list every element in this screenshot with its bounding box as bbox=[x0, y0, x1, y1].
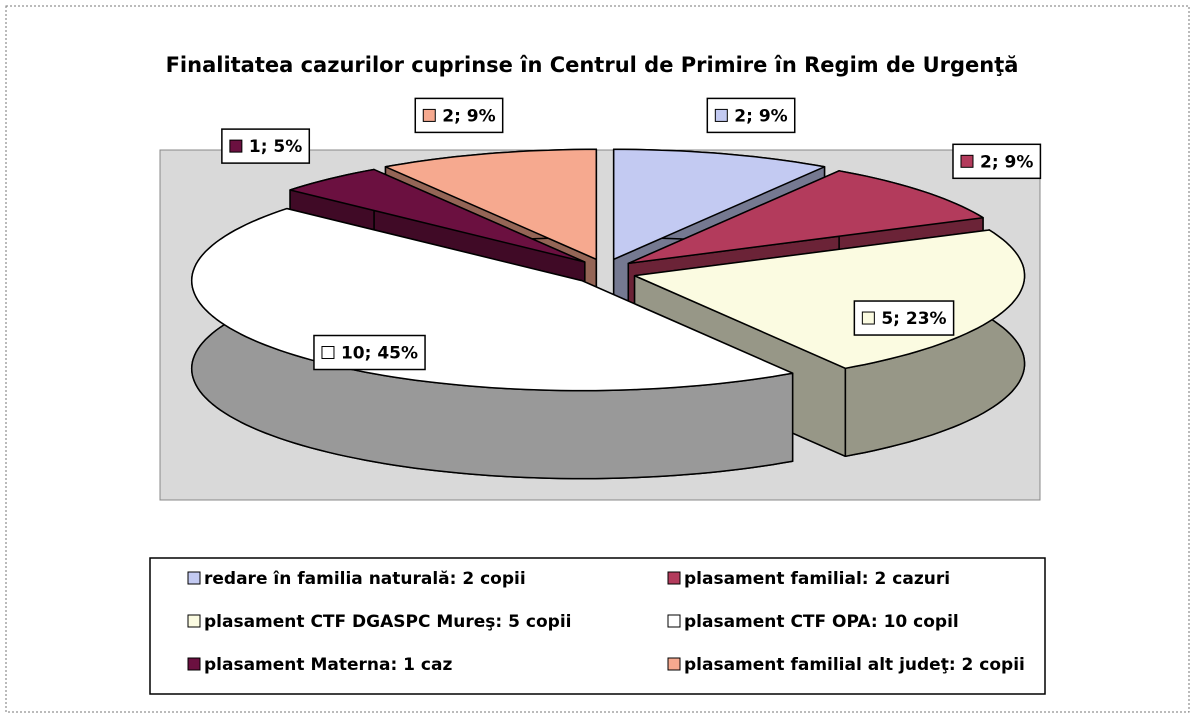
data-label: 5; 23% bbox=[853, 300, 955, 336]
legend-label: plasament familial: 2 cazuri bbox=[684, 569, 950, 589]
data-label-text: 10; 45% bbox=[341, 344, 418, 364]
data-label-swatch bbox=[422, 108, 436, 122]
data-label: 2; 9% bbox=[414, 97, 504, 134]
legend-swatch bbox=[187, 614, 201, 628]
legend-label: plasament familial alt judeţ: 2 copii bbox=[684, 655, 1025, 675]
data-label-swatch bbox=[861, 311, 875, 325]
data-label-text: 2; 9% bbox=[442, 106, 495, 126]
slice bbox=[612, 148, 826, 261]
data-label-swatch bbox=[714, 108, 728, 122]
data-label: 2; 9% bbox=[706, 97, 796, 134]
legend-label: plasament CTF DGASPC Mureş: 5 copii bbox=[204, 612, 571, 632]
slice bbox=[384, 148, 598, 261]
slice bbox=[627, 170, 984, 265]
legend-swatch bbox=[667, 614, 681, 628]
legend-label: plasament Materna: 1 caz bbox=[204, 655, 452, 675]
legend-label: redare în familia naturală: 2 copii bbox=[204, 569, 526, 589]
legend-swatch bbox=[187, 657, 201, 671]
data-label-text: 2; 9% bbox=[980, 152, 1033, 172]
data-label-swatch bbox=[229, 139, 243, 153]
data-label-box bbox=[313, 334, 426, 371]
slice bbox=[289, 168, 586, 263]
data-label-swatch bbox=[321, 346, 335, 360]
legend-label: plasament CTF OPA: 10 copil bbox=[684, 612, 959, 632]
legend-swatch bbox=[187, 571, 201, 585]
data-label-text: 5; 23% bbox=[881, 309, 946, 329]
data-label: 1; 5% bbox=[221, 128, 311, 164]
chart-title: Finalitatea cazurilor cuprinse în Centru… bbox=[166, 53, 1019, 77]
legend bbox=[149, 557, 1046, 695]
data-label: 10; 45% bbox=[313, 334, 426, 371]
data-label-text: 1; 5% bbox=[249, 137, 302, 157]
legend-swatch bbox=[667, 657, 681, 671]
data-label: 2; 9% bbox=[952, 143, 1042, 180]
data-label-text: 2; 9% bbox=[734, 106, 787, 126]
legend-swatch bbox=[667, 571, 681, 585]
data-label-swatch bbox=[960, 154, 974, 168]
